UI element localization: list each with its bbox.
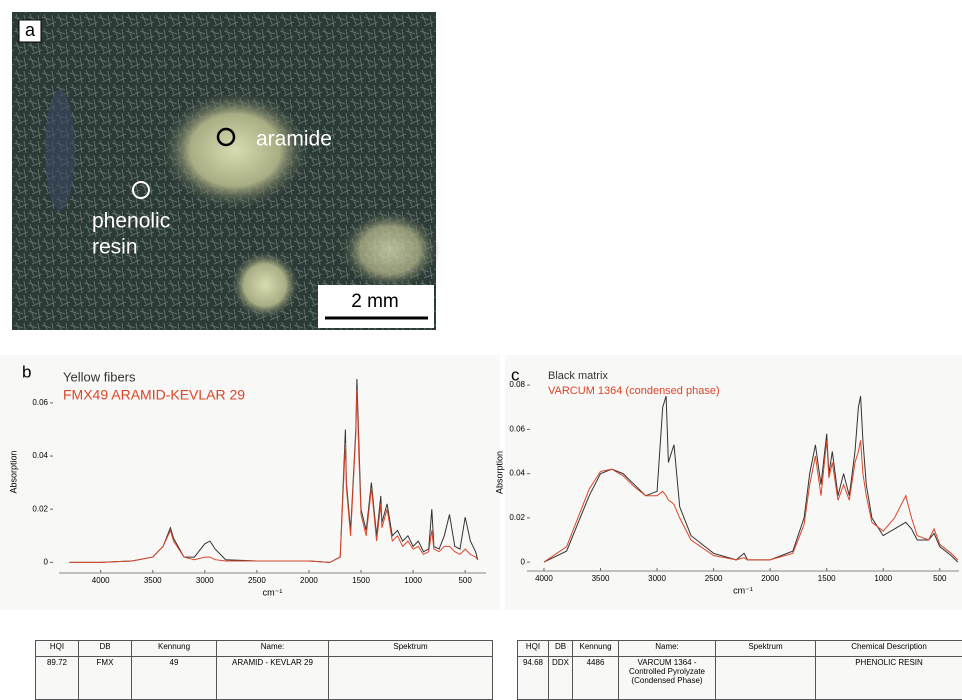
header-cell: DB [79,641,132,657]
header-cell: Kennung [132,641,217,657]
header-cell: Name: [619,641,716,657]
y-tick-label: 0.06 [509,424,525,433]
header-cell: HQI [36,641,79,657]
y-tick-label: 0.04 [509,469,525,478]
legend-entry: FMX49 ARAMID-KEVLAR 29 [63,387,245,403]
y-tick-label: 0.02 [32,504,48,513]
x-tick-label: 3000 [196,576,214,585]
x-tick-label: 4000 [92,576,110,585]
x-tick-label: 2000 [300,576,318,585]
header-cell: DB [549,641,573,657]
header-cell: Spektrum [329,641,493,657]
table-cell: DDX [549,657,573,700]
page: {"photo": {"panel_label": "a", "labels":… [0,0,962,693]
x-tick-label: 1000 [874,574,892,583]
y-tick-label: 0 [44,557,49,566]
y-axis-label: Absorption [8,450,18,493]
table-cell: ARAMID - KEVLAR 29 [217,657,329,700]
scale-bar-label: 2 mm [351,291,399,312]
table-cell [329,657,493,700]
y-tick-label: 0.06 [32,398,48,407]
table-cell: VARCUM 1364 - Controlled Pyrolyzate (Con… [619,657,716,700]
x-axis-label: cm⁻¹ [733,585,753,595]
x-tick-label: 2500 [705,574,723,583]
x-axis-label: cm⁻¹ [263,587,283,597]
legend-entry: VARCUM 1364 (condensed phase) [548,385,720,397]
x-tick-label: 2500 [248,576,266,585]
panel-label: a [25,20,36,40]
x-tick-label: 3000 [648,574,666,583]
y-tick-label: 0.08 [509,380,525,389]
header-cell: Name: [217,641,329,657]
legend-entry: Black matrix [548,370,608,382]
header-cell: Spektrum [716,641,816,657]
table-cell: 89.72 [36,657,79,700]
photo-label: aramide [256,128,332,151]
header-cell: HQI [518,641,549,657]
x-tick-label: 500 [458,576,472,585]
y-tick-label: 0.04 [32,451,48,460]
photo-label: phenolic [92,210,170,233]
table-cell: PHENOLIC RESIN [816,657,962,700]
x-tick-label: 1500 [352,576,370,585]
header-cell: Chemical Description [816,641,962,657]
figure: a aramide phenolic resin 2 mm b 0 0.02 0.04… [0,0,962,693]
table-cell [716,657,816,700]
x-tick-label: 500 [933,574,947,583]
y-tick-label: 0.02 [509,513,525,522]
x-tick-label: 3500 [144,576,162,585]
y-axis-label: Absorption [494,451,504,494]
photo: a aramide phenolic resin 2 mm [12,12,440,330]
x-tick-label: 2000 [761,574,779,583]
table-cell: 49 [132,657,217,700]
x-tick-label: 3500 [592,574,610,583]
panel-label: b [22,362,31,381]
x-tick-label: 1000 [404,576,422,585]
y-tick-label: 0 [521,557,526,566]
legend-entry: Yellow fibers [63,369,136,384]
photo-label: resin [92,236,138,259]
table-cell: 94.68 [518,657,549,700]
x-tick-label: 1500 [818,574,836,583]
table-cell: FMX [79,657,132,700]
x-tick-label: 4000 [535,574,553,583]
table-cell: 4486 [573,657,619,700]
header-cell: Kennung [573,641,619,657]
